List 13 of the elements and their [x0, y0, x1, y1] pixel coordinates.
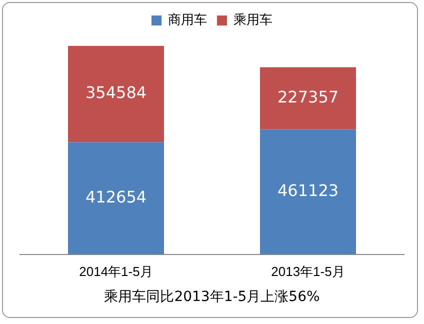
data-label: 354584: [85, 83, 147, 102]
data-label: 461123: [277, 180, 339, 200]
text: 乘用车同比2013年1-5月上涨56%: [103, 288, 321, 306]
bar: [260, 67, 356, 130]
data-label: 227357: [277, 87, 339, 106]
data-label: 412654: [85, 187, 147, 206]
legend-label: 商用车: [168, 12, 207, 28]
bar: [260, 129, 356, 254]
x-tick-label: 2013年1-5月: [271, 264, 345, 279]
bar: [68, 46, 164, 142]
legend-label: 乘用车: [234, 12, 272, 28]
x-tick-label: 2014年1-5月: [79, 264, 153, 279]
bar: [68, 142, 164, 254]
